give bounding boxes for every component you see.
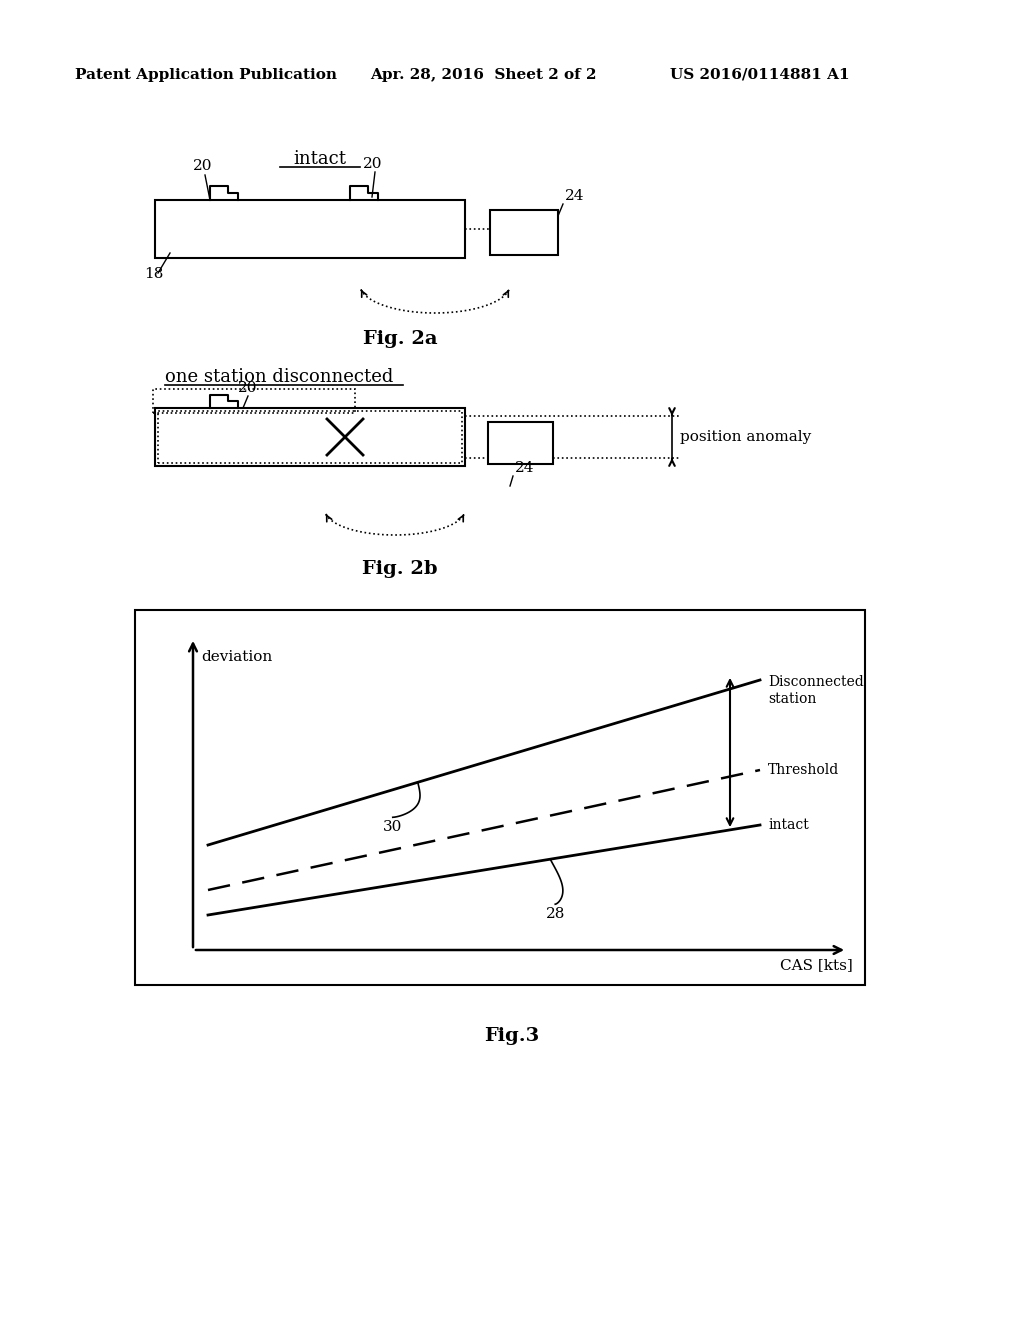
- Text: 30: 30: [383, 820, 402, 834]
- Bar: [158, 411, 462, 463]
- Text: Patent Application Publication: Patent Application Publication: [75, 69, 337, 82]
- Text: 24: 24: [515, 461, 535, 475]
- Text: intact: intact: [294, 150, 346, 168]
- Bar: [155, 201, 465, 257]
- Text: 18: 18: [144, 267, 164, 281]
- Text: Threshold: Threshold: [768, 763, 840, 777]
- Text: CAS [kts]: CAS [kts]: [780, 958, 853, 972]
- Text: 20: 20: [238, 381, 257, 395]
- Text: deviation: deviation: [201, 649, 272, 664]
- Text: Fig. 2b: Fig. 2b: [362, 560, 437, 578]
- Text: Disconnected
station: Disconnected station: [768, 675, 864, 706]
- Text: US 2016/0114881 A1: US 2016/0114881 A1: [670, 69, 850, 82]
- Text: 20: 20: [362, 157, 383, 172]
- Bar: [155, 408, 465, 466]
- Text: 28: 28: [546, 907, 565, 921]
- Text: Apr. 28, 2016  Sheet 2 of 2: Apr. 28, 2016 Sheet 2 of 2: [370, 69, 597, 82]
- Text: Fig. 2a: Fig. 2a: [362, 330, 437, 348]
- Text: Fig.3: Fig.3: [484, 1027, 540, 1045]
- Text: 24: 24: [565, 189, 585, 203]
- Bar: [153, 389, 354, 413]
- Text: intact: intact: [768, 818, 809, 832]
- Text: 20: 20: [193, 158, 213, 173]
- Text: position anomaly: position anomaly: [680, 430, 811, 444]
- Text: one station disconnected: one station disconnected: [165, 368, 393, 385]
- Bar: [135, 610, 865, 985]
- Bar: [488, 422, 553, 465]
- Bar: [490, 210, 558, 255]
